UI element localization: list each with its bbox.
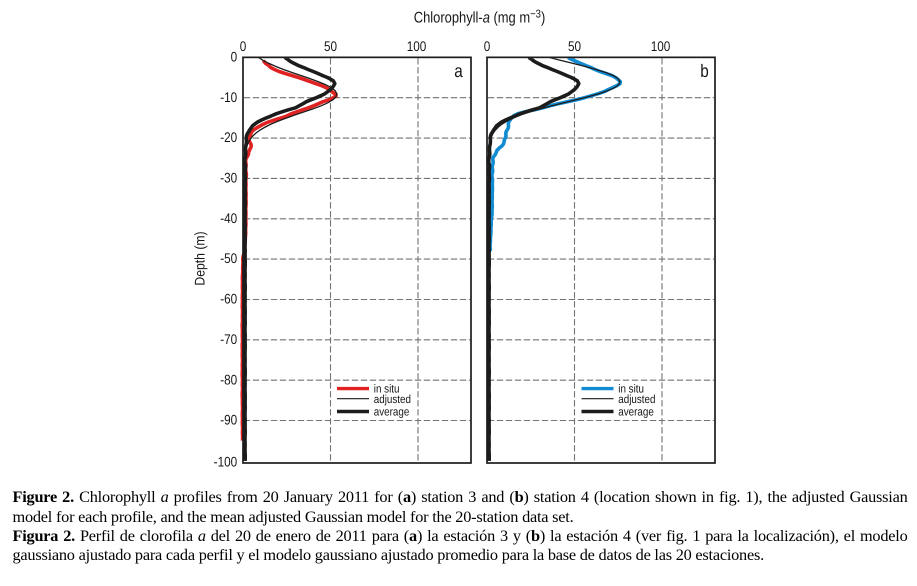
svg-text:50: 50 bbox=[324, 38, 337, 54]
svg-text:Depth (m): Depth (m) bbox=[192, 231, 208, 285]
svg-text:-40: -40 bbox=[220, 210, 237, 226]
svg-text:-60: -60 bbox=[220, 291, 237, 307]
svg-text:-80: -80 bbox=[220, 371, 237, 387]
svg-text:-70: -70 bbox=[220, 331, 237, 347]
svg-text:100: 100 bbox=[407, 38, 427, 54]
svg-text:-100: -100 bbox=[214, 454, 238, 470]
svg-text:a: a bbox=[454, 61, 463, 81]
svg-text:-20: -20 bbox=[220, 129, 237, 145]
svg-text:0: 0 bbox=[231, 49, 238, 65]
svg-text:0: 0 bbox=[240, 38, 247, 54]
svg-text:adjusted: adjusted bbox=[374, 393, 411, 406]
svg-text:50: 50 bbox=[568, 38, 581, 54]
svg-text:b: b bbox=[700, 61, 709, 81]
svg-text:-50: -50 bbox=[220, 250, 237, 266]
svg-text:100: 100 bbox=[651, 38, 671, 54]
svg-text:-10: -10 bbox=[220, 89, 237, 105]
svg-text:adjusted: adjusted bbox=[618, 393, 655, 406]
svg-text:average: average bbox=[618, 406, 653, 419]
svg-text:Chlorophyll-a (mg m−3): Chlorophyll-a (mg m−3) bbox=[414, 8, 546, 26]
svg-text:in situ: in situ bbox=[374, 383, 400, 396]
svg-text:0: 0 bbox=[484, 38, 491, 54]
svg-text:average: average bbox=[374, 406, 409, 419]
svg-text:in situ: in situ bbox=[618, 383, 644, 396]
svg-text:-30: -30 bbox=[220, 170, 237, 186]
svg-text:-90: -90 bbox=[220, 412, 237, 428]
